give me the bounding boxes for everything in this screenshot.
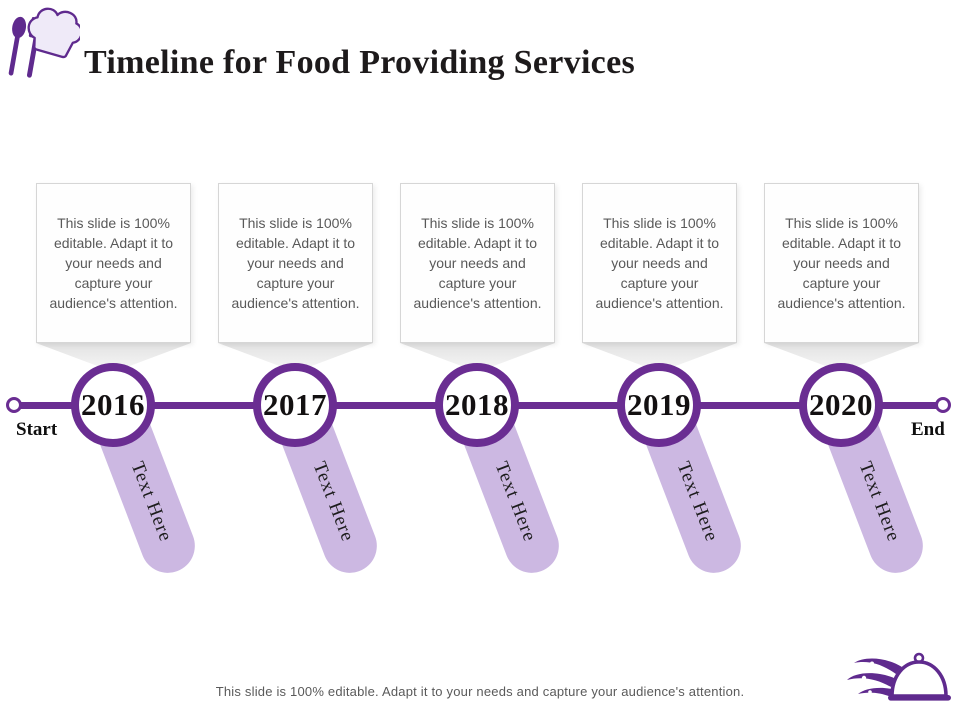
year-circle[interactable]: 2016 [71,363,155,447]
description-card[interactable]: This slide is 100% editable. Adapt it to… [218,183,373,343]
chef-hat-with-cutlery-icon [8,7,80,78]
cloche-dome-icon [888,652,951,701]
year-label: 2016 [81,387,145,422]
description-text: This slide is 100% editable. Adapt it to… [49,215,178,311]
timeline-station: This slide is 100% editable. Adapt it to… [764,0,931,720]
chef-hat-icon [27,7,80,59]
year-circle[interactable]: 2017 [253,363,337,447]
description-text: This slide is 100% editable. Adapt it to… [231,215,360,311]
timeline-end-dot [935,397,951,413]
description-card[interactable]: This slide is 100% editable. Adapt it to… [36,183,191,343]
timeline-station: This slide is 100% editable. Adapt it to… [582,0,749,720]
page-title[interactable]: Timeline for Food Providing Services [84,43,635,81]
description-card[interactable]: This slide is 100% editable. Adapt it to… [582,183,737,343]
end-label: End [911,419,945,440]
footer-note: This slide is 100% editable. Adapt it to… [215,684,745,699]
ribbon-label: Text Here [672,458,723,545]
year-label: 2019 [627,387,691,422]
ribbon-label: Text Here [490,458,541,545]
timeline-station: This slide is 100% editable. Adapt it to… [36,0,203,720]
timeline-start-dot [6,397,22,413]
ribbon-label: Text Here [854,458,905,545]
ribbon-label: Text Here [126,458,177,545]
year-label: 2017 [263,387,327,422]
description-text: This slide is 100% editable. Adapt it to… [413,215,542,311]
description-card[interactable]: This slide is 100% editable. Adapt it to… [400,183,555,343]
year-circle[interactable]: 2018 [435,363,519,447]
flame-streaks-icon [847,658,902,698]
description-card[interactable]: This slide is 100% editable. Adapt it to… [764,183,919,343]
speeding-cloche-icon [847,652,951,701]
spoon-icon [8,16,27,76]
year-label: 2020 [809,387,873,422]
start-label: Start [16,419,58,440]
timeline-station: This slide is 100% editable. Adapt it to… [400,0,567,720]
description-text: This slide is 100% editable. Adapt it to… [777,215,906,311]
ribbon-label: Text Here [308,458,359,545]
year-circle[interactable]: 2019 [617,363,701,447]
description-text: This slide is 100% editable. Adapt it to… [595,215,724,311]
timeline-station: This slide is 100% editable. Adapt it to… [218,0,385,720]
year-label: 2018 [445,387,509,422]
year-circle[interactable]: 2020 [799,363,883,447]
